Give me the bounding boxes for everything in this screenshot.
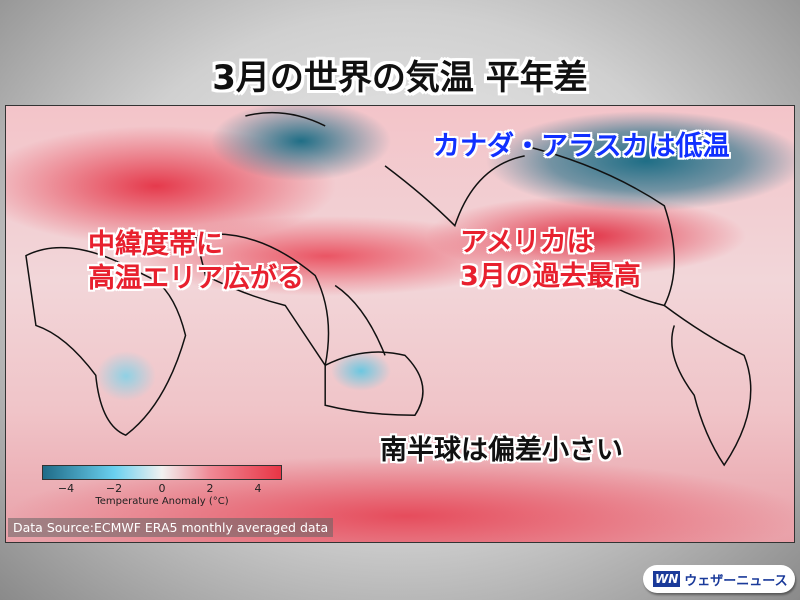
tick-label: 2 [206,482,214,495]
tick-label: 4 [254,482,262,495]
colorbar-label: Temperature Anomaly (°C) [95,496,229,507]
annotation-line: アメリカは [460,227,594,258]
annotation-line: 高温エリア広がる [88,263,304,294]
weathernews-logo: WN ウェザーニュース [643,565,795,593]
annotation-line: 中緯度帯に [88,229,223,260]
annotation-usa: アメリカは 3月の過去最高 [460,226,641,294]
colorbar-legend: −4 −2 0 2 4 Temperature Anomaly (°C) [42,465,282,507]
tick-label: −2 [105,482,123,495]
annotation-southern-hemisphere: 南半球は偏差小さい [380,435,623,466]
logo-mark: WN [653,571,681,587]
annotation-line: 3月の過去最高 [460,261,641,292]
coastlines [25,111,752,467]
data-source: Data Source:ECMWF ERA5 monthly averaged … [8,518,334,537]
tick-label: −4 [57,482,75,495]
colorbar [42,465,282,480]
logo-text: ウェザーニュース [684,573,788,589]
annotation-canada-alaska: カナダ・アラスカは低温 [433,131,730,162]
tick-label: 0 [158,482,166,495]
annotation-midlatitude: 中緯度帯に 高温エリア広がる [88,228,304,296]
page-title: 3月の世界の気温 平年差 [212,58,588,98]
